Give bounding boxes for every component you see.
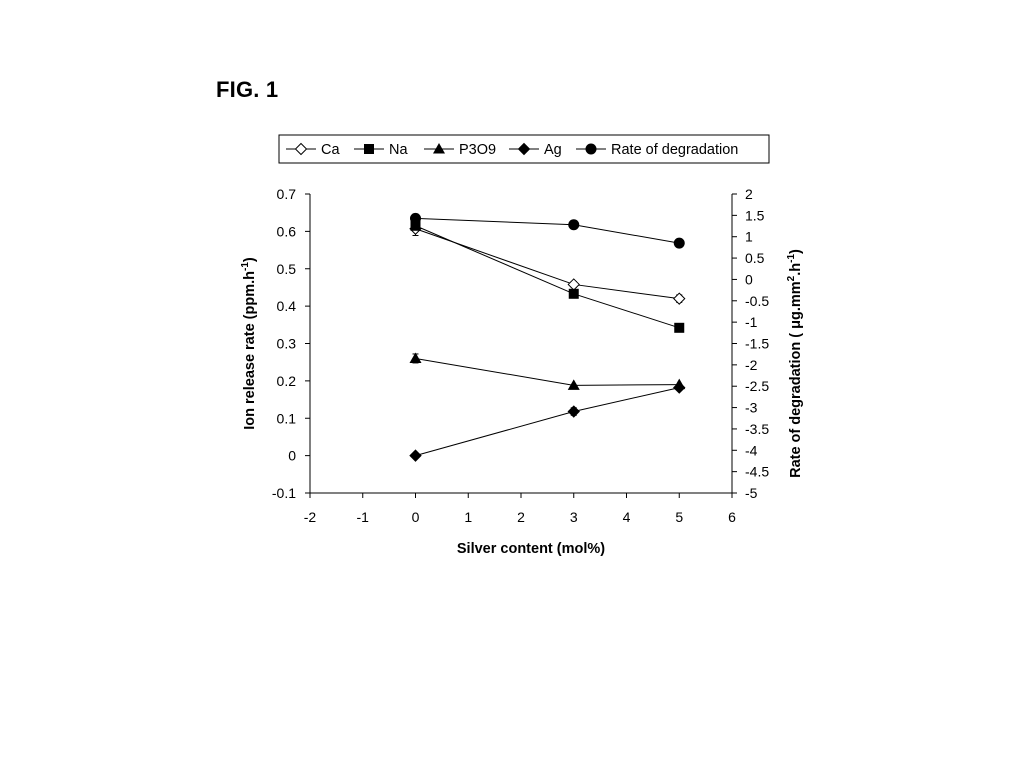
y-left-tick-label: 0.4 xyxy=(277,298,297,314)
x-axis-title: Silver content (mol%) xyxy=(457,541,605,557)
x-tick-label: 5 xyxy=(675,509,683,525)
legend-label: Rate of degradation xyxy=(611,142,738,158)
legend-entry: Ag xyxy=(509,142,562,158)
y-right-tick-label: -1 xyxy=(745,314,758,330)
x-tick-label: 1 xyxy=(464,509,472,525)
legend-label: Ca xyxy=(321,142,340,158)
series-p3o9 xyxy=(409,352,686,390)
y-left-title-base: Ion release rate (ppm.h xyxy=(242,271,258,430)
y-left-axis-title: Ion release rate (ppm.h-1) xyxy=(240,257,258,430)
series-na xyxy=(410,220,685,333)
y-right-tick-label: -4.5 xyxy=(745,464,769,480)
y-right-tick-label: -1.5 xyxy=(745,336,769,352)
x-tick-label: 3 xyxy=(570,509,578,525)
y-right-title-part: ) xyxy=(788,249,804,254)
y-right-title-part: μ xyxy=(788,320,804,329)
y-left-title-end: ) xyxy=(242,257,258,262)
y-right-tick-label: -4 xyxy=(745,442,758,458)
x-tick-label: -1 xyxy=(357,509,370,525)
y-right-title-part: Rate of degradation ( xyxy=(788,329,804,478)
chart-axis-titles: Silver content (mol%) Ion release rate (p… xyxy=(240,249,804,557)
y-right-tick-label: 0 xyxy=(745,271,753,287)
y-right-tick-label: -2 xyxy=(745,357,758,373)
legend-marker xyxy=(364,144,374,154)
series-ca xyxy=(409,221,686,305)
series-line-ag xyxy=(415,387,680,457)
legend-entry: Rate of degradation xyxy=(576,142,738,158)
y-left-tick-label: 0.2 xyxy=(277,373,297,389)
data-point-ag xyxy=(567,405,580,418)
y-left-tick-label: 0.7 xyxy=(277,186,297,202)
x-tick-label: 0 xyxy=(412,509,420,525)
legend-entry: Na xyxy=(354,142,408,158)
x-tick-label: 6 xyxy=(728,509,736,525)
x-tick-label: 4 xyxy=(623,509,631,525)
y-left-tick-label: -0.1 xyxy=(272,485,296,501)
data-point-na xyxy=(410,220,421,231)
y-left-tick-label: 0.6 xyxy=(277,223,297,239)
data-point-ca xyxy=(567,278,580,291)
series-line-ca xyxy=(415,228,680,300)
y-left-tick-label: 0.5 xyxy=(277,261,297,277)
y-right-title-part: .h xyxy=(788,263,804,276)
legend-marker xyxy=(585,143,597,155)
y-left-tick-label: 0.1 xyxy=(277,410,297,426)
x-tick-label: -2 xyxy=(304,509,317,525)
y-left-tick-label: 0.3 xyxy=(277,336,297,352)
y-right-tick-label: 1 xyxy=(745,229,753,245)
x-tick-label: 2 xyxy=(517,509,525,525)
legend-marker xyxy=(294,142,308,156)
data-point-rate-of-degradation xyxy=(568,219,580,231)
data-point-rate-of-degradation xyxy=(410,212,421,224)
data-point-rate-of-degradation xyxy=(673,237,685,249)
legend-label: P3O9 xyxy=(459,142,496,158)
legend-marker xyxy=(433,143,445,154)
data-point-na xyxy=(674,322,685,333)
y-left-title-sup: -1 xyxy=(240,262,251,271)
y-right-tick-label: 1.5 xyxy=(745,207,765,223)
legend-label: Na xyxy=(389,142,408,158)
legend-marker xyxy=(517,142,531,156)
series-line-na xyxy=(415,225,680,329)
y-right-tick-label: -0.5 xyxy=(745,293,769,309)
legend-entry: P3O9 xyxy=(424,142,496,158)
y-right-axis-title: Rate of degradation ( μg.mm2.h-1) xyxy=(786,249,804,478)
data-point-ag xyxy=(409,449,422,462)
y-right-tick-label: -5 xyxy=(745,485,758,501)
data-point-p3o9 xyxy=(567,379,580,390)
data-point-ag xyxy=(673,381,686,394)
chart-axes: -2 -1 0 1 2 3 4 5 6 -0.1 0 0.1 0.2 0.3 0.4 0.5 0.6 0.7 -5 -… xyxy=(272,186,769,525)
series-line-p3o9 xyxy=(415,357,680,386)
data-point-p3o9 xyxy=(409,352,422,363)
y-left-tick-label: 0 xyxy=(288,448,296,464)
series-rate-of-degradation xyxy=(410,212,685,249)
y-right-title-part: 2 xyxy=(786,275,797,281)
legend-entry: Ca xyxy=(286,142,340,158)
y-right-tick-label: -3 xyxy=(745,400,758,416)
figure-title: FIG. 1 xyxy=(216,77,279,102)
y-right-tick-label: -2.5 xyxy=(745,378,769,394)
series-ag xyxy=(409,381,686,462)
y-right-title-part: g.mm xyxy=(788,281,804,320)
chart-series xyxy=(409,212,686,462)
y-right-tick-label: -3.5 xyxy=(745,421,769,437)
y-right-tick-label: 0.5 xyxy=(745,250,765,266)
series-line-rate-of-degradation xyxy=(415,217,680,244)
data-point-ca xyxy=(673,292,686,305)
y-right-tick-label: 2 xyxy=(745,186,753,202)
data-point-na xyxy=(568,288,579,299)
y-right-title-part: -1 xyxy=(786,254,797,263)
legend-label: Ag xyxy=(544,142,562,158)
chart-legend: Ca Na P3O9 Ag Rate of degradation xyxy=(278,134,770,164)
